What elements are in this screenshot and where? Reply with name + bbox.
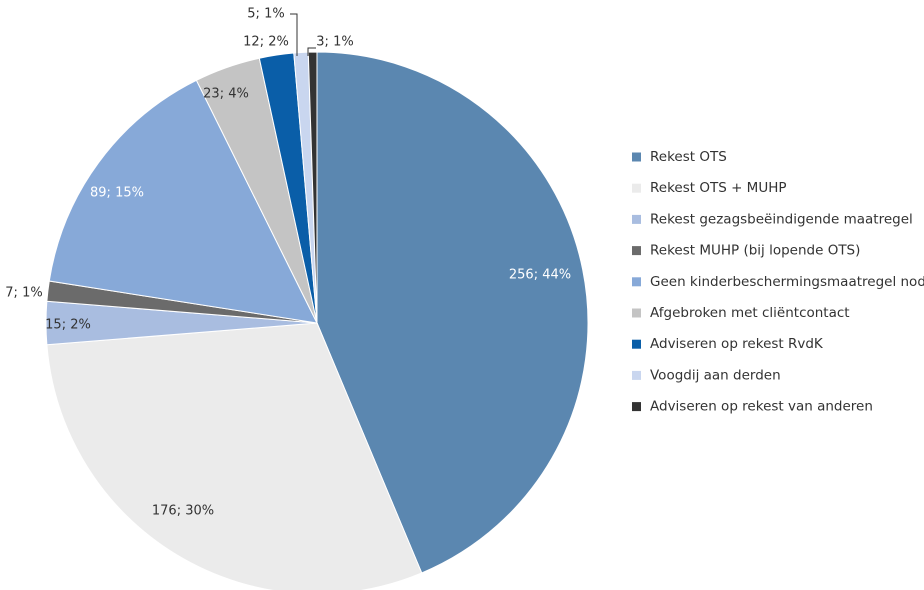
pie (45, 51, 589, 590)
legend-swatch (632, 214, 641, 224)
legend-swatch (632, 246, 641, 256)
legend-label: Voogdij aan derden (650, 367, 781, 383)
leader-lines (290, 13, 316, 56)
data-label: 3; 1% (316, 35, 353, 50)
legend-label: Adviseren op rekest van anderen (650, 399, 873, 415)
legend-label: Rekest OTS + MUHP (650, 180, 787, 196)
leader-line (290, 13, 298, 56)
data-label: 89; 15% (90, 186, 144, 201)
pie-slice (316, 51, 589, 574)
legend-label: Rekest MUHP (bij lopende OTS) (650, 243, 860, 259)
legend-swatch (632, 183, 641, 193)
legend-swatch (632, 339, 641, 349)
legend-swatch (632, 277, 641, 287)
legend-label: Rekest gezagsbeëindigende maatregel (650, 211, 913, 227)
data-label: 12; 2% (243, 35, 289, 50)
legend-label: Geen kinderbeschermingsmaatregel nodig (650, 274, 924, 290)
data-label: 15; 2% (45, 318, 91, 333)
data-label: 7; 1% (5, 286, 42, 301)
leader-line (307, 47, 316, 56)
legend-swatch (632, 152, 641, 162)
legend-swatch (632, 402, 641, 412)
legend-label: Rekest OTS (650, 149, 727, 165)
legend-swatch (632, 308, 641, 318)
data-label: 23; 4% (203, 87, 249, 102)
pie-slice (46, 322, 423, 590)
data-label: 5; 1% (247, 7, 284, 22)
data-label: 256; 44% (509, 268, 571, 283)
pie-slice (48, 79, 318, 324)
legend-label: Adviseren op rekest RvdK (650, 336, 824, 352)
data-labels: 256; 44% 176; 30% 15; 2% 7; 1% 89; 15% 23; 4%… (5, 7, 571, 519)
legend-label: Afgebroken met cliëntcontact (650, 305, 850, 321)
data-label: 176; 30% (152, 504, 214, 519)
legend-swatch (632, 370, 641, 380)
legend: Rekest OTS Rekest OTS + MUHP Rekest gezags… (632, 149, 924, 415)
